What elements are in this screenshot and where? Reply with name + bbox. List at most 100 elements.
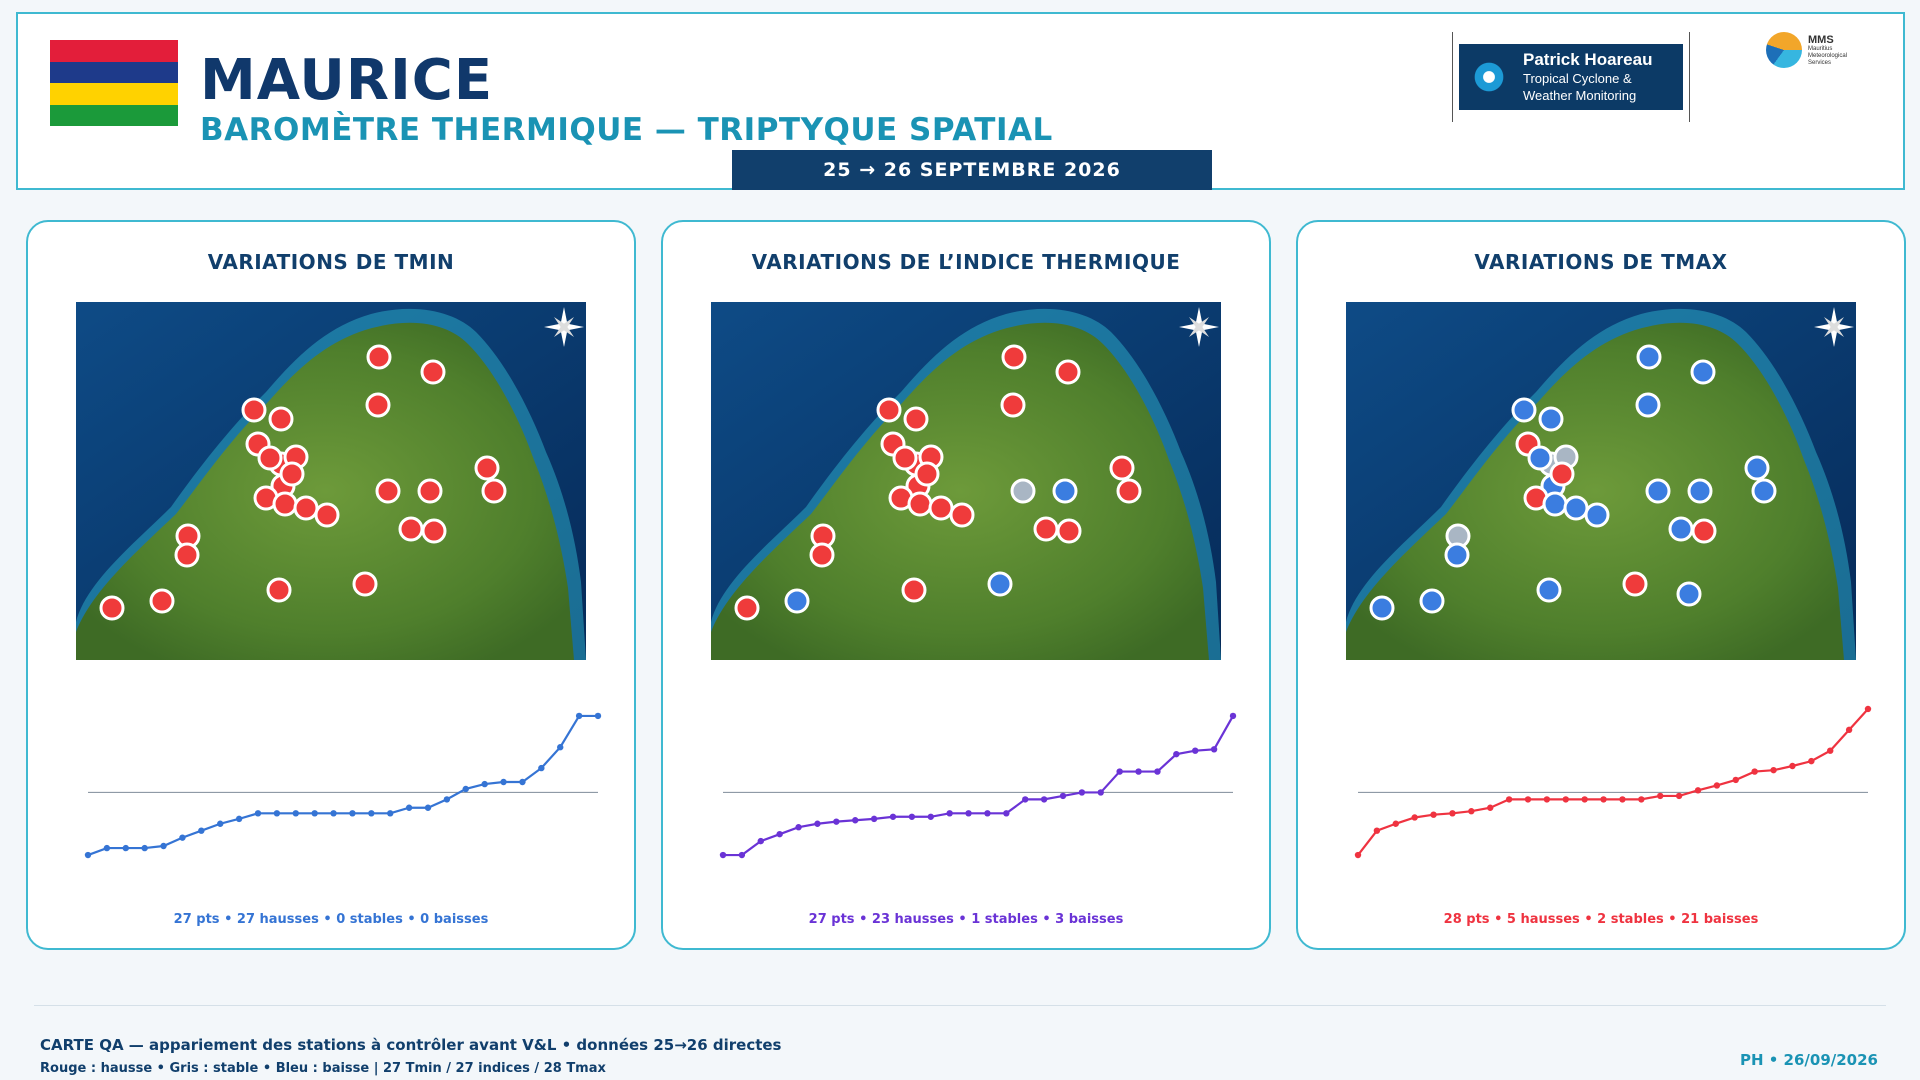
- series-line: [1357, 708, 1869, 856]
- series-point: [103, 844, 111, 852]
- series-point: [1505, 796, 1513, 803]
- agency-line-3: Services: [1808, 59, 1832, 66]
- station-marker-hausse: [241, 397, 267, 423]
- series-point: [1411, 814, 1418, 821]
- series-point: [738, 851, 746, 859]
- series-point: [141, 844, 148, 852]
- station-marker-stable: [1010, 478, 1036, 504]
- series-point: [481, 780, 488, 788]
- station-marker-hausse: [266, 577, 292, 603]
- station-marker-baisse: [1419, 588, 1445, 614]
- series-line: [87, 714, 598, 857]
- series-point: [292, 810, 299, 817]
- series-point: [84, 851, 92, 859]
- station-marker-baisse: [1527, 445, 1553, 471]
- series-point: [1173, 750, 1180, 758]
- series-point: [870, 815, 878, 823]
- agency-abbr: MMS: [1808, 33, 1834, 46]
- station-marker-baisse: [1536, 577, 1562, 603]
- sorted-variation-chart: [84, 712, 602, 859]
- compass-icon: [1814, 307, 1854, 347]
- station-marker-hausse: [272, 491, 298, 517]
- station-marker-baisse: [1744, 455, 1770, 481]
- series-point: [1562, 796, 1569, 803]
- station-marker-baisse: [1369, 595, 1395, 621]
- station-marker-hausse: [1622, 571, 1648, 597]
- series-point: [122, 844, 129, 852]
- series-point: [235, 815, 243, 823]
- station-marker-hausse: [481, 478, 507, 504]
- series-point: [1154, 768, 1161, 775]
- panel-stats: 27 pts • 23 hausses • 1 stables • 3 bais…: [808, 912, 1124, 927]
- brand-logo: Patrick Hoareau Tropical Cyclone & Weath…: [1452, 32, 1690, 122]
- brand-line-2: Weather Monitoring: [1523, 88, 1637, 103]
- series-point: [1354, 851, 1362, 859]
- series-point: [405, 804, 413, 811]
- station-marker-hausse: [375, 478, 401, 504]
- series-point: [965, 810, 972, 817]
- station-marker-hausse: [809, 542, 835, 568]
- series-point: [387, 810, 394, 817]
- series-point: [757, 837, 764, 845]
- agency-logo: MMS Mauritius Meteorological Services: [1762, 24, 1886, 76]
- series-point: [500, 778, 507, 786]
- series-point: [198, 827, 205, 834]
- agency-line-1: Mauritius: [1808, 45, 1833, 52]
- series-point: [1770, 766, 1777, 774]
- station-marker-hausse: [1033, 516, 1059, 542]
- flag-stripe-red: [50, 40, 178, 62]
- series-point: [349, 810, 356, 817]
- footer-note: CARTE QA — appariement des stations à co…: [40, 1036, 782, 1054]
- flag-stripe-green: [50, 104, 178, 126]
- brand-line-1: Tropical Cyclone &: [1523, 71, 1632, 86]
- island-landmass: [1346, 322, 1844, 660]
- footer-divider: [34, 1005, 1886, 1006]
- station-marker-baisse: [1690, 359, 1716, 385]
- series-point: [984, 810, 991, 817]
- station-marker-hausse: [876, 397, 902, 423]
- series-point: [776, 830, 783, 838]
- agency-line-2: Meteorological: [1808, 52, 1848, 59]
- series-point: [575, 712, 583, 720]
- station-marker-hausse: [949, 502, 975, 528]
- station-marker-hausse: [365, 392, 391, 418]
- station-map: [1346, 302, 1856, 660]
- series-point: [1229, 712, 1237, 720]
- panel-title: VARIATIONS DE TMIN: [207, 250, 455, 274]
- station-marker-hausse: [293, 495, 319, 521]
- series-point: [795, 824, 802, 831]
- series-point: [160, 842, 167, 850]
- station-marker-baisse: [1563, 495, 1589, 521]
- station-marker-baisse: [1052, 478, 1078, 504]
- series-point: [1657, 792, 1664, 800]
- series-point: [330, 810, 337, 817]
- station-marker-baisse: [987, 571, 1013, 597]
- series-point: [1003, 810, 1010, 817]
- series-point: [273, 810, 281, 817]
- station-marker-hausse: [279, 461, 305, 487]
- series-point: [1097, 789, 1104, 796]
- series-point: [1210, 746, 1218, 753]
- series-point: [1751, 768, 1758, 775]
- panel-title: VARIATIONS DE TMAX: [1474, 250, 1728, 274]
- station-map: [76, 302, 586, 660]
- panel-indice-thermique: VARIATIONS DE L’INDICE THERMIQUE 27 pts …: [661, 220, 1271, 950]
- series-point: [217, 820, 224, 827]
- series-point: [719, 851, 727, 859]
- panel-tmin: VARIATIONS DE TMIN 27 pts • 27 hausses •…: [26, 220, 636, 950]
- series-point: [889, 813, 897, 820]
- station-marker-baisse: [1636, 344, 1662, 370]
- series-point: [1373, 827, 1381, 834]
- series-point: [1864, 705, 1872, 713]
- series-line: [723, 715, 1234, 857]
- station-marker-baisse: [1542, 491, 1568, 517]
- series-point: [927, 813, 934, 820]
- series-point: [1449, 810, 1456, 817]
- series-point: [1135, 768, 1142, 775]
- station-marker-hausse: [914, 461, 940, 487]
- station-marker-hausse: [314, 502, 340, 528]
- island-landmass: [76, 322, 574, 660]
- station-marker-hausse: [903, 406, 929, 432]
- station-marker-baisse: [784, 588, 810, 614]
- series-point: [946, 810, 953, 817]
